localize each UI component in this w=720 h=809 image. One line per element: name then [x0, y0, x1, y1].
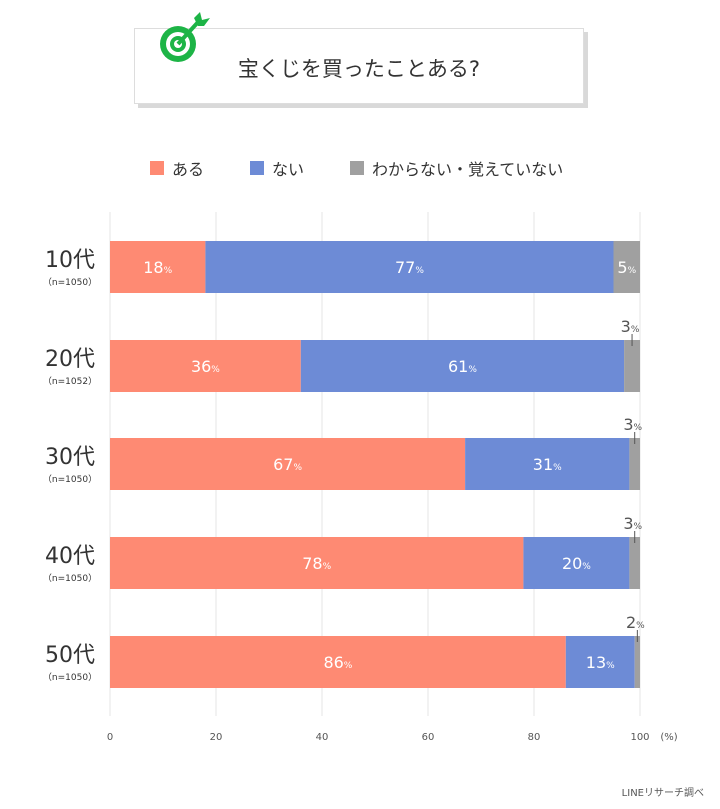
legend: ある ない わからない・覚えていない: [150, 156, 609, 180]
sample-size-label: （n=1050）: [43, 474, 97, 485]
sample-size-label: （n=1052）: [43, 376, 97, 387]
legend-swatch: [350, 161, 365, 175]
data-label: 18%: [143, 258, 172, 277]
legend-label: ある: [172, 160, 205, 179]
x-unit-label: (%): [660, 732, 677, 743]
bar-segment: [565, 636, 635, 688]
source-note: LINEリサーチ調べ: [621, 788, 704, 799]
x-tick-label: 80: [528, 732, 541, 743]
x-tick-label: 40: [316, 732, 329, 743]
bar-segment: [110, 241, 206, 293]
bar-segment: [110, 340, 301, 392]
data-label: 86%: [323, 653, 352, 672]
bar-segment: [523, 537, 630, 589]
x-tick-label: 100: [630, 732, 649, 743]
bar-segment: [205, 241, 614, 293]
data-label: 5%: [617, 258, 636, 277]
data-label: 3%: [623, 514, 642, 533]
data-label: 2%: [626, 613, 645, 632]
sample-size-label: （n=1050）: [43, 277, 97, 288]
data-label: 67%: [273, 455, 302, 474]
category-label: 40代: [45, 544, 95, 569]
chart-title: 宝くじを買ったことある?: [237, 57, 481, 81]
legend-label: わからない・覚えていない: [372, 160, 564, 179]
data-label: 36%: [191, 357, 220, 376]
data-label: 77%: [395, 258, 424, 277]
data-label: 3%: [621, 317, 640, 336]
legend-item: わからない・覚えていない: [350, 156, 563, 180]
bar-segment: [110, 438, 466, 490]
sample-size-label: （n=1050）: [43, 672, 97, 683]
legend-swatch: [150, 161, 164, 175]
target-icon: [160, 12, 210, 62]
sample-size-label: （n=1050）: [43, 573, 97, 584]
category-label: 50代: [45, 643, 95, 668]
x-tick-label: 0: [107, 732, 113, 743]
legend-item: ある: [150, 156, 204, 180]
bar-segment: [465, 438, 630, 490]
bar-segment: [634, 636, 640, 688]
data-label: 20%: [562, 554, 591, 573]
data-label: 3%: [623, 415, 642, 434]
legend-label: ない: [272, 160, 305, 179]
bar-segment: [629, 537, 640, 589]
category-label: 30代: [45, 445, 95, 470]
legend-item: ない: [250, 156, 304, 180]
bar-segment: [300, 340, 625, 392]
category-label: 10代: [45, 248, 95, 273]
category-label: 20代: [45, 347, 95, 372]
title-box: 宝くじを買ったことある?: [134, 28, 584, 104]
bar-segment: [624, 340, 640, 392]
bar-segment: [110, 636, 566, 688]
bar-segment: [613, 241, 640, 293]
data-label: 31%: [533, 455, 562, 474]
legend-swatch: [250, 161, 265, 175]
x-tick-label: 60: [422, 732, 435, 743]
x-tick-label: 20: [210, 732, 223, 743]
data-label: 61%: [448, 357, 477, 376]
bar-segment: [110, 537, 524, 589]
bar-segment: [629, 438, 640, 490]
data-label: 78%: [302, 554, 331, 573]
data-label: 13%: [586, 653, 615, 672]
